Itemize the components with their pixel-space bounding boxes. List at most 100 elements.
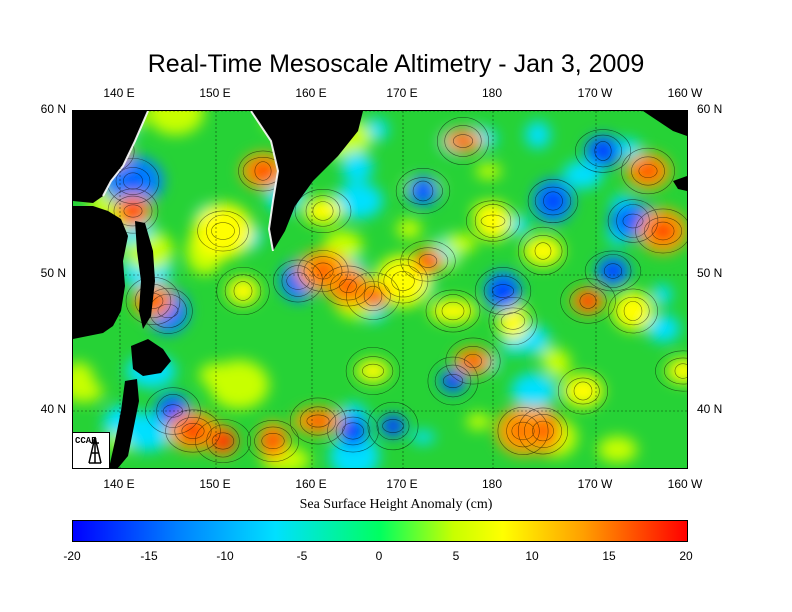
ccar-logo: CCAR	[72, 432, 110, 469]
anomaly-blob	[491, 282, 515, 300]
lat-label-right: 40 N	[697, 402, 723, 416]
contour-line	[506, 414, 540, 448]
anomaly-blob	[333, 182, 383, 219]
lon-label-top: 150 E	[199, 86, 231, 100]
anomaly-blob	[429, 299, 477, 323]
contour-line	[206, 214, 240, 248]
contour-line	[289, 397, 347, 445]
contour-line	[339, 278, 357, 294]
land-hokkaido	[131, 339, 171, 376]
lon-label-bottom: 170 W	[577, 477, 613, 491]
contour-line	[341, 422, 365, 440]
anomaly-blob	[306, 414, 330, 428]
colorbar	[72, 520, 688, 542]
contour-line	[254, 161, 272, 181]
anomaly-blob	[396, 219, 422, 239]
anomaly-blob	[73, 381, 104, 403]
contour-line	[197, 210, 249, 252]
contour-line	[352, 356, 394, 386]
contour-line	[651, 221, 675, 241]
contour-line	[195, 419, 251, 463]
lon-label-bottom: 140 E	[103, 477, 135, 491]
anomaly-blob	[636, 163, 660, 179]
anomaly-blob	[506, 215, 530, 235]
anomaly-blob	[315, 261, 331, 281]
lon-label-top: 170 W	[577, 86, 613, 100]
contour-line	[442, 373, 464, 389]
lon-label-bottom: 180	[481, 477, 503, 491]
anomaly-blob	[181, 420, 205, 442]
contour-line	[281, 265, 315, 297]
anomaly-blob	[411, 430, 436, 444]
contour-line	[584, 250, 642, 292]
anomaly-blob	[532, 424, 554, 438]
anomaly-blob	[652, 284, 672, 306]
land-kamchatka	[251, 111, 363, 251]
contour-line	[543, 191, 563, 211]
anomaly-blob	[562, 374, 604, 408]
colorbar-tick: -20	[63, 549, 81, 563]
contour-line	[441, 301, 465, 321]
contour-line	[115, 167, 151, 195]
contour-line	[206, 424, 240, 458]
contour-line	[511, 421, 535, 441]
contour-line	[663, 357, 687, 385]
contour-line	[608, 288, 658, 334]
logo-letter: CCAR	[75, 436, 97, 446]
anomaly-blob	[192, 203, 254, 259]
contour-line	[534, 242, 552, 260]
anomaly-blob	[264, 432, 282, 450]
lon-label-bottom: 160 W	[667, 477, 703, 491]
anomaly-blob	[562, 160, 603, 189]
contour-line	[312, 201, 334, 221]
coastline-highlights	[102, 111, 280, 252]
contour-line	[261, 433, 285, 449]
graticule	[73, 111, 687, 468]
contour-line	[355, 281, 391, 311]
land-asia-mainland	[73, 111, 148, 203]
contour-line	[616, 204, 650, 238]
anomaly-blob	[125, 175, 141, 187]
land-alaska	[643, 111, 687, 136]
land-alaska-peninsula	[673, 176, 687, 191]
anomaly-blob	[525, 121, 551, 149]
contour-line	[403, 177, 443, 205]
contour-line	[165, 409, 221, 453]
anomaly-blob	[364, 289, 382, 303]
contour-line	[376, 411, 410, 441]
anomaly-blob	[443, 233, 477, 254]
contour-line	[607, 199, 659, 243]
contour-line	[527, 178, 579, 224]
contour-line	[435, 294, 471, 328]
anomaly-blob	[210, 430, 236, 452]
contour-line	[157, 303, 179, 319]
contour-line	[566, 377, 600, 405]
anomaly-blob	[342, 423, 364, 439]
anomaly-blob	[612, 291, 654, 331]
contour-line	[497, 406, 549, 456]
anomaly-blob	[577, 292, 599, 310]
contour-line	[123, 172, 143, 190]
contour-line	[216, 266, 270, 316]
anomaly-blob	[227, 277, 259, 305]
contour-line	[643, 217, 683, 245]
anomaly-blob	[623, 216, 643, 226]
anomaly-blob	[338, 278, 358, 294]
sea-surface-height-map	[72, 110, 688, 469]
anomaly-blob	[667, 358, 687, 384]
anomaly-blob	[522, 236, 564, 266]
contour-line	[273, 259, 323, 303]
contour-line	[412, 180, 434, 202]
lon-label-top: 140 E	[103, 86, 135, 100]
contour-line	[573, 381, 593, 401]
contour-line	[491, 284, 515, 298]
contour-line	[631, 156, 665, 186]
lat-label-left: 60 N	[40, 102, 66, 116]
anomaly-blob	[650, 221, 676, 241]
contour-line	[534, 186, 572, 216]
contour-line	[444, 125, 482, 157]
anomaly-blob	[497, 301, 529, 341]
contour-line	[286, 272, 310, 290]
land-asia-coast	[73, 206, 128, 339]
contour-line	[174, 416, 212, 446]
